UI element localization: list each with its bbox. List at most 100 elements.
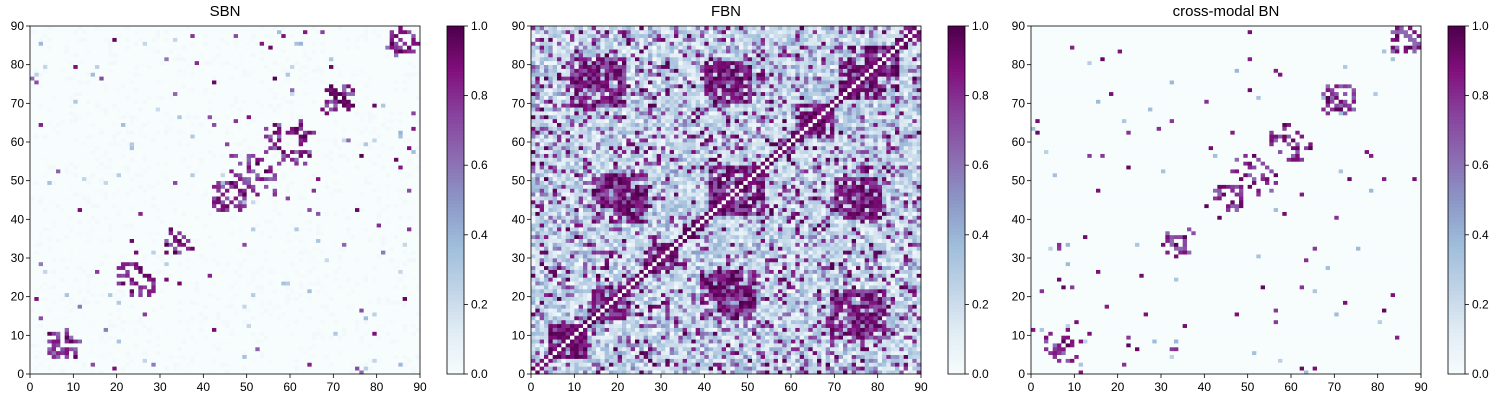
heatmap-cell — [203, 327, 209, 332]
heatmap-cell — [207, 354, 213, 359]
heatmap-cell — [281, 188, 287, 193]
heatmap-cell — [212, 331, 217, 336]
heatmap-cell — [376, 346, 382, 352]
heatmap-cell — [376, 358, 382, 363]
heatmap-cell — [82, 339, 87, 344]
heatmap-cell — [376, 269, 382, 274]
heatmap-cell — [199, 157, 204, 162]
heatmap-cell — [264, 169, 269, 174]
heatmap-cell — [199, 265, 204, 270]
heatmap-cell — [82, 203, 87, 209]
heatmap-cell — [125, 281, 131, 286]
heatmap-cell — [268, 358, 274, 363]
heatmap-cell — [112, 288, 118, 294]
heatmap-cell — [311, 258, 317, 263]
heatmap-cell — [385, 370, 391, 375]
heatmap-cell — [246, 265, 252, 270]
heatmap-cell — [64, 176, 70, 182]
heatmap-cell — [38, 335, 44, 340]
heatmap-cell — [56, 265, 61, 270]
heatmap-cell — [363, 242, 369, 247]
heatmap-cell — [69, 258, 74, 263]
heatmap-cell — [355, 203, 360, 209]
heatmap-cell — [199, 335, 204, 340]
heatmap-cell — [34, 296, 40, 301]
heatmap-cell — [316, 316, 321, 321]
heatmap-cell — [142, 288, 148, 294]
heatmap-cell — [290, 327, 295, 332]
heatmap-cell — [407, 269, 412, 274]
heatmap-cell — [90, 370, 96, 375]
heatmap-cell — [233, 346, 239, 352]
heatmap-cell — [112, 358, 118, 363]
heatmap-cell — [177, 362, 183, 367]
heatmap-cell — [264, 258, 269, 263]
heatmap-cell — [407, 207, 412, 212]
heatmap-cell — [277, 200, 282, 205]
heatmap-cell — [125, 339, 131, 344]
heatmap-cell — [363, 319, 369, 325]
heatmap-cell — [272, 176, 278, 182]
heatmap-cell — [60, 285, 66, 290]
heatmap-cell — [242, 261, 248, 267]
heatmap-cell — [290, 292, 295, 298]
heatmap-cell — [147, 230, 152, 236]
heatmap-cell — [389, 331, 395, 336]
heatmap-cell — [138, 343, 144, 348]
heatmap-cell — [142, 308, 148, 313]
heatmap-cell — [285, 358, 291, 363]
heatmap-cell — [121, 304, 126, 309]
heatmap-cell — [346, 277, 352, 282]
heatmap-cell — [99, 234, 105, 240]
heatmap-cell — [246, 169, 252, 174]
heatmap-cell — [151, 200, 157, 205]
heatmap-cell — [116, 215, 122, 220]
heatmap-cell — [251, 215, 256, 220]
heatmap-cell — [316, 277, 321, 282]
heatmap-cell — [298, 188, 304, 193]
heatmap-cell — [186, 254, 191, 259]
heatmap-cell — [298, 343, 304, 348]
heatmap-cell — [290, 285, 295, 290]
heatmap-cell — [389, 165, 395, 170]
heatmap-cell — [233, 188, 239, 193]
heatmap-cell — [90, 196, 96, 201]
heatmap-cell — [320, 370, 326, 375]
heatmap-cell — [285, 192, 291, 197]
heatmap-cell — [190, 223, 196, 228]
heatmap-cell — [333, 343, 339, 348]
heatmap-cell — [108, 339, 113, 344]
heatmap-cell — [229, 269, 235, 274]
heatmap-cell — [359, 358, 365, 363]
heatmap-cell — [203, 192, 209, 197]
heatmap-cell — [95, 211, 100, 216]
heatmap-cell — [194, 319, 200, 325]
heatmap-cell — [398, 169, 404, 174]
heatmap-cell — [342, 370, 347, 375]
heatmap-cell — [121, 196, 126, 201]
heatmap-cell — [402, 354, 408, 359]
heatmap-cell — [125, 258, 131, 263]
heatmap-cell — [112, 242, 118, 247]
heatmap-cell — [355, 300, 360, 305]
heatmap-cell — [186, 188, 191, 193]
heatmap-cell — [216, 184, 222, 189]
heatmap-cell — [311, 223, 317, 228]
heatmap-cell — [90, 269, 96, 274]
heatmap-cell — [342, 331, 347, 336]
heatmap-cell — [199, 358, 204, 363]
heatmap-cell — [407, 304, 412, 309]
heatmap-cell — [103, 319, 109, 325]
heatmap-cell — [216, 254, 222, 259]
heatmap-cell — [355, 316, 360, 321]
heatmap-cell — [73, 281, 79, 286]
heatmap-cell — [359, 176, 365, 182]
heatmap-cell — [142, 319, 148, 325]
heatmap-cell — [329, 254, 334, 259]
heatmap-cell — [160, 157, 165, 162]
heatmap-cell — [350, 366, 356, 371]
heatmap-cell — [385, 261, 391, 267]
heatmap-cell — [103, 246, 109, 251]
heatmap-cell — [147, 370, 152, 375]
heatmap-cell — [216, 300, 222, 305]
